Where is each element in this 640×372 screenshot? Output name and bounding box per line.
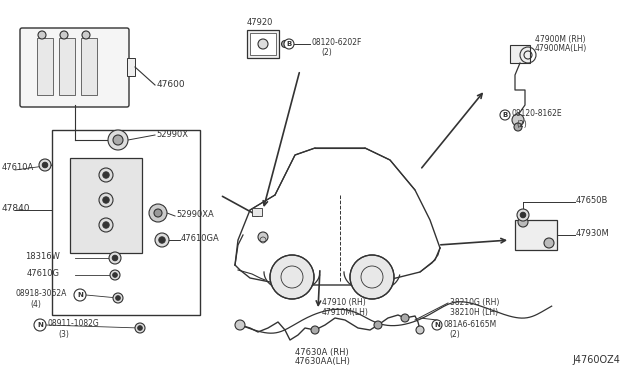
- Bar: [250, 33, 276, 55]
- Circle shape: [270, 255, 314, 299]
- Circle shape: [138, 326, 142, 330]
- Bar: [252, 208, 262, 216]
- Bar: [510, 45, 530, 63]
- Text: 47910 (RH): 47910 (RH): [322, 298, 365, 307]
- Text: B: B: [502, 112, 508, 118]
- Circle shape: [514, 123, 522, 131]
- Text: N: N: [77, 292, 83, 298]
- Circle shape: [500, 110, 510, 120]
- Text: (3): (3): [58, 330, 69, 339]
- Text: (4): (4): [30, 300, 41, 309]
- Circle shape: [401, 314, 409, 322]
- Circle shape: [350, 255, 394, 299]
- Circle shape: [135, 323, 145, 333]
- Text: 08120-8162E: 08120-8162E: [511, 109, 562, 118]
- Text: 47610A: 47610A: [2, 163, 35, 172]
- Circle shape: [512, 114, 524, 126]
- Circle shape: [82, 31, 90, 39]
- Text: 47650B: 47650B: [576, 196, 609, 205]
- Text: 08911-1082G: 08911-1082G: [47, 319, 99, 328]
- Bar: [52, 130, 200, 315]
- Text: 47930M: 47930M: [576, 229, 610, 238]
- Circle shape: [416, 326, 424, 334]
- Circle shape: [113, 273, 117, 277]
- Circle shape: [116, 296, 120, 300]
- Circle shape: [113, 135, 123, 145]
- Circle shape: [149, 204, 167, 222]
- Circle shape: [282, 41, 289, 48]
- Circle shape: [103, 222, 109, 228]
- Text: 18316W: 18316W: [25, 252, 60, 261]
- Circle shape: [518, 217, 528, 227]
- Circle shape: [99, 193, 113, 207]
- Text: 38210G (RH): 38210G (RH): [450, 298, 499, 307]
- Text: 52990XA: 52990XA: [176, 210, 214, 219]
- Circle shape: [60, 31, 68, 39]
- Text: 47900MA(LH): 47900MA(LH): [535, 44, 588, 53]
- Circle shape: [110, 270, 120, 280]
- Text: B: B: [286, 41, 292, 47]
- Bar: [247, 30, 279, 58]
- Circle shape: [311, 326, 319, 334]
- Circle shape: [517, 209, 529, 221]
- Text: 47610GA: 47610GA: [181, 234, 220, 243]
- Text: 52990X: 52990X: [156, 130, 188, 139]
- Circle shape: [113, 293, 123, 303]
- Text: J4760OZ4: J4760OZ4: [572, 355, 620, 365]
- Text: 47840: 47840: [2, 204, 31, 213]
- Circle shape: [39, 159, 51, 171]
- Bar: [81, 38, 97, 95]
- Text: 08120-6202F: 08120-6202F: [311, 38, 362, 47]
- Text: 38210H (LH): 38210H (LH): [450, 308, 498, 317]
- Circle shape: [99, 168, 113, 182]
- Text: N: N: [434, 322, 440, 328]
- Circle shape: [38, 31, 46, 39]
- Circle shape: [34, 319, 46, 331]
- Text: (2): (2): [449, 330, 460, 339]
- Circle shape: [154, 209, 162, 217]
- Circle shape: [155, 233, 169, 247]
- Text: (2): (2): [516, 120, 527, 129]
- Circle shape: [544, 238, 554, 248]
- Text: 47610G: 47610G: [27, 269, 60, 278]
- Circle shape: [103, 197, 109, 203]
- Text: 47920: 47920: [247, 18, 273, 27]
- Bar: [127, 58, 135, 76]
- Circle shape: [42, 162, 48, 168]
- Circle shape: [374, 321, 382, 329]
- Circle shape: [258, 232, 268, 242]
- Text: 47910M(LH): 47910M(LH): [322, 308, 369, 317]
- Circle shape: [520, 212, 525, 218]
- Circle shape: [432, 320, 442, 330]
- Circle shape: [108, 130, 128, 150]
- Bar: [515, 220, 557, 250]
- Text: 47630A (RH): 47630A (RH): [295, 348, 349, 357]
- Text: N: N: [37, 322, 43, 328]
- Bar: [37, 38, 53, 95]
- Text: 08918-3062A: 08918-3062A: [15, 289, 67, 298]
- Circle shape: [235, 320, 245, 330]
- Circle shape: [258, 39, 268, 49]
- Text: 081A6-6165M: 081A6-6165M: [443, 320, 496, 329]
- Bar: [59, 38, 75, 95]
- Circle shape: [159, 237, 165, 243]
- Circle shape: [112, 255, 118, 261]
- FancyBboxPatch shape: [20, 28, 129, 107]
- Circle shape: [109, 252, 121, 264]
- Circle shape: [74, 289, 86, 301]
- Circle shape: [103, 172, 109, 178]
- Text: 47900M (RH): 47900M (RH): [535, 35, 586, 44]
- Text: 47600: 47600: [157, 80, 186, 89]
- Circle shape: [284, 39, 294, 49]
- Text: (2): (2): [321, 48, 332, 57]
- Text: 47630AA(LH): 47630AA(LH): [295, 357, 351, 366]
- Circle shape: [99, 218, 113, 232]
- Bar: [70, 158, 142, 253]
